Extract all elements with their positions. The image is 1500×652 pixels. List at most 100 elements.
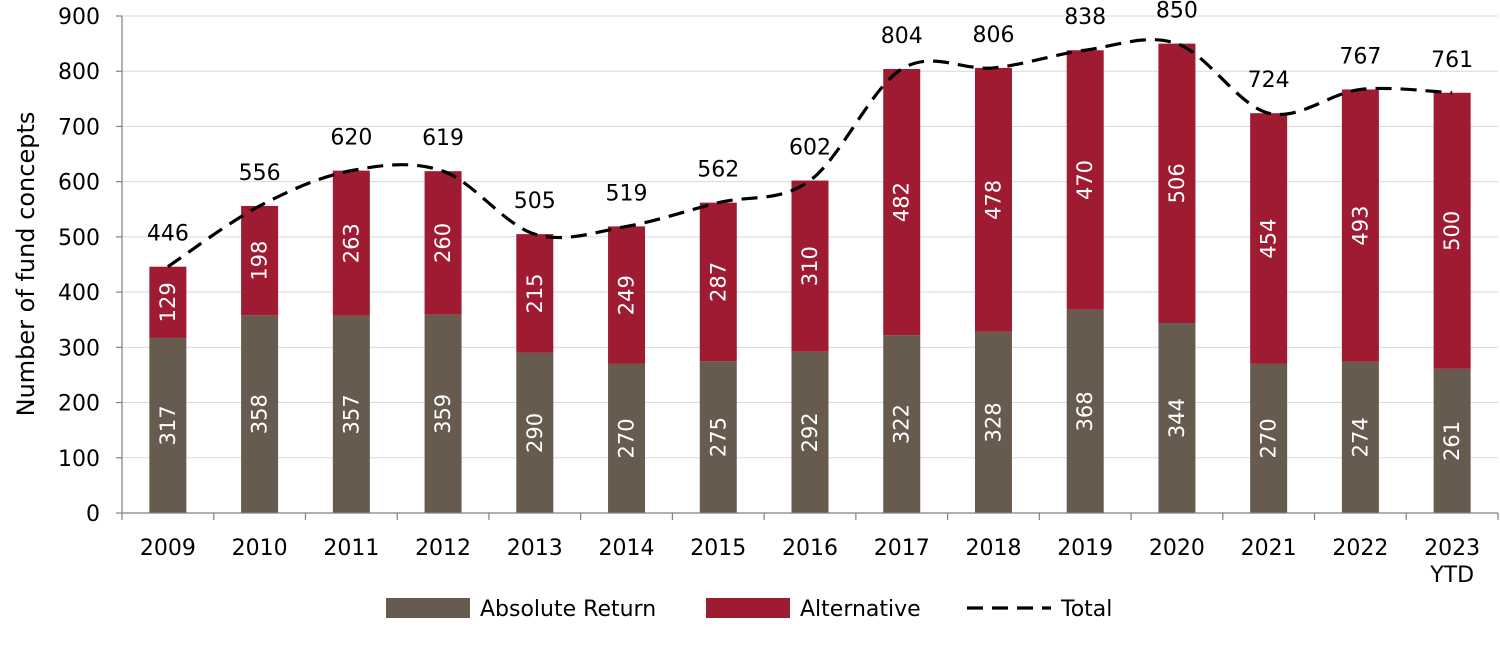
data-label-alternative: 215 <box>523 273 547 313</box>
bar-alternative <box>332 170 370 316</box>
data-label-absolute-return: 275 <box>706 417 730 457</box>
y-tick-label: 200 <box>58 392 100 417</box>
x-tick-label: 2009 <box>140 536 196 561</box>
bar-alternative <box>699 202 737 362</box>
legend-label-alternative: Alternative <box>800 597 921 622</box>
legend-swatch-absolute-return <box>386 598 470 618</box>
bars <box>149 43 1471 513</box>
bar-alternative <box>1341 89 1379 362</box>
data-label-total: 804 <box>881 24 923 49</box>
bar-absolute-return <box>791 351 829 513</box>
x-tick-label: 2021 <box>1241 536 1297 561</box>
legend-label-total: Total <box>1060 597 1112 622</box>
data-label-absolute-return: 358 <box>248 394 272 434</box>
data-label-alternative: 493 <box>1348 206 1372 246</box>
data-label-total: 505 <box>514 189 556 214</box>
x-tick-label: 2013 <box>507 536 563 561</box>
data-label-total: 562 <box>697 158 739 183</box>
bar-alternative <box>516 234 554 353</box>
data-label-absolute-return: 359 <box>431 394 455 434</box>
data-label-absolute-return: 328 <box>981 402 1005 442</box>
data-label-total: 838 <box>1064 5 1106 30</box>
data-label-absolute-return: 290 <box>523 413 547 453</box>
data-label-alternative: 310 <box>798 246 822 286</box>
data-label-alternative: 287 <box>706 262 730 302</box>
data-label-absolute-return: 274 <box>1348 417 1372 457</box>
data-label-alternative: 198 <box>248 241 272 281</box>
legend-label-absolute-return: Absolute Return <box>480 597 656 622</box>
bar-absolute-return <box>1433 368 1471 513</box>
data-label-absolute-return: 270 <box>615 418 639 458</box>
bar-alternative <box>608 226 646 364</box>
data-label-alternative: 478 <box>981 180 1005 220</box>
x-tick-label: 2014 <box>599 536 655 561</box>
axes: 0 100 200 300 400 500 600 700 800 900 2009 2010 2011… <box>58 5 1499 588</box>
bar-absolute-return <box>1066 309 1104 513</box>
data-label-alternative: 454 <box>1257 218 1281 258</box>
bar-alternative <box>1433 92 1471 369</box>
y-tick-label: 300 <box>58 336 100 361</box>
data-label-total: 761 <box>1431 48 1473 73</box>
bar-alternative <box>883 69 921 336</box>
data-label-total: 806 <box>972 23 1014 48</box>
data-label-total: 602 <box>789 136 831 161</box>
x-tick-label: 2019 <box>1057 536 1113 561</box>
bar-absolute-return <box>1250 363 1288 513</box>
data-label-alternative: 129 <box>156 282 180 322</box>
data-label-total: 767 <box>1339 44 1381 69</box>
bar-absolute-return <box>883 335 921 513</box>
data-label-alternative: 263 <box>339 223 363 263</box>
bar-absolute-return <box>424 314 462 513</box>
x-tick-label: YTD <box>1429 563 1474 588</box>
y-tick-label: 800 <box>58 60 100 85</box>
legend-swatch-alternative <box>706 598 790 618</box>
x-tick-label: 2017 <box>874 536 930 561</box>
bar-absolute-return <box>1341 361 1379 513</box>
bar-alternative <box>424 171 462 315</box>
data-label-absolute-return: 261 <box>1440 421 1464 461</box>
x-tick-label: 2018 <box>965 536 1021 561</box>
data-label-absolute-return: 357 <box>339 394 363 434</box>
data-label-alternative: 500 <box>1440 211 1464 251</box>
x-tick-label: 2023 <box>1424 536 1480 561</box>
bar-alternative <box>1158 43 1196 324</box>
data-label-total: 619 <box>422 126 464 151</box>
data-label-alternative: 506 <box>1165 163 1189 203</box>
x-tick-label: 2015 <box>690 536 746 561</box>
x-tick-label: 2011 <box>323 536 379 561</box>
bar-alternative <box>241 205 279 316</box>
data-label-absolute-return: 317 <box>156 405 180 445</box>
y-axis-title: Number of fund concepts <box>12 112 40 417</box>
bar-absolute-return <box>699 361 737 513</box>
x-tick-label: 2016 <box>782 536 838 561</box>
data-label-total: 556 <box>239 161 281 186</box>
bar-absolute-return <box>1158 323 1196 513</box>
x-tick-label: 2020 <box>1149 536 1205 561</box>
bar-absolute-return <box>241 315 279 513</box>
x-tick-label: 2022 <box>1332 536 1388 561</box>
y-tick-label: 0 <box>86 502 100 527</box>
total-line-layer <box>166 38 1453 269</box>
data-label-total: 850 <box>1156 0 1198 24</box>
data-label-alternative: 470 <box>1073 160 1097 200</box>
data-label-total: 519 <box>606 181 648 206</box>
x-tick-label: 2010 <box>232 536 288 561</box>
y-tick-label: 700 <box>58 115 100 140</box>
bar-absolute-return <box>516 352 554 513</box>
y-tick-label: 500 <box>58 226 100 251</box>
data-label-alternative: 482 <box>890 182 914 222</box>
y-tick-label: 100 <box>58 447 100 472</box>
bar-alternative <box>1066 50 1104 310</box>
bar-alternative <box>1250 113 1288 364</box>
bar-absolute-return <box>974 331 1012 513</box>
legend: Absolute Return Alternative Total <box>386 597 1112 622</box>
data-label-absolute-return: 322 <box>890 404 914 444</box>
data-label-total: 724 <box>1248 68 1290 93</box>
bar-alternative <box>791 180 829 352</box>
y-tick-label: 900 <box>58 5 100 30</box>
bar-alternative <box>149 266 187 338</box>
y-tick-label: 400 <box>58 281 100 306</box>
data-label-total: 620 <box>330 126 372 151</box>
data-label-alternative: 249 <box>615 275 639 315</box>
